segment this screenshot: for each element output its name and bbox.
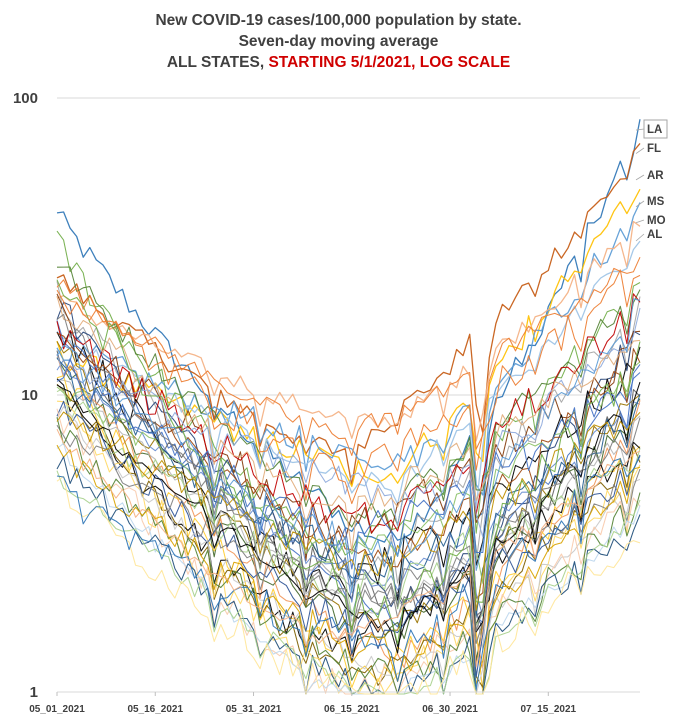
label-leader-line: [635, 147, 645, 154]
series-line: [56, 358, 641, 570]
series-line: [56, 266, 641, 528]
end-labels: LA FL AR MS MO AL: [635, 119, 668, 242]
series-line: [56, 341, 641, 663]
axes: 1 10 100 05_01_2021 05_16_2021 05_31_2021 06_1…: [13, 90, 640, 715]
chart-subtitle-2: ALL STATES, STARTING 5/1/2021, LOG SCALE: [0, 52, 677, 73]
series-line: [56, 279, 641, 645]
series-line: [56, 230, 641, 561]
series-line: [56, 298, 641, 594]
series-line: [56, 424, 641, 645]
series-line: [56, 357, 641, 661]
series-line: [56, 378, 641, 662]
series-line: [56, 256, 641, 457]
series-line: [56, 354, 641, 670]
series-label: FL: [647, 143, 661, 155]
subtitle-highlight: STARTING 5/1/2021, LOG SCALE: [268, 54, 511, 71]
series-line: [56, 188, 641, 488]
series-line: [56, 444, 641, 685]
y-tick-label: 100: [13, 90, 38, 107]
series-line: [56, 456, 641, 691]
series-line: [56, 359, 641, 617]
series-lines: [56, 119, 641, 695]
label-box: [643, 119, 668, 139]
label-leader-line: [635, 128, 645, 131]
series-line: [56, 406, 641, 695]
series-label: LA: [647, 124, 662, 136]
x-tick-label: 07_15_2021: [520, 704, 576, 715]
label-leader-line: [635, 200, 645, 208]
series-line: [56, 357, 641, 617]
series-line: [56, 142, 641, 486]
series-label: MO: [647, 215, 666, 227]
series-line: [56, 375, 641, 694]
series-line: [56, 307, 641, 538]
chart-subtitle: Seven-day moving average: [238, 33, 439, 50]
series-label: AL: [647, 229, 662, 241]
series-label: MS: [647, 196, 665, 208]
series-line: [56, 470, 641, 695]
series-line: [56, 387, 641, 626]
label-leader-line: [635, 174, 645, 181]
y-tick-label: 1: [30, 684, 38, 701]
series-line: [56, 330, 641, 602]
series-line: [56, 442, 641, 695]
series-line: [56, 293, 641, 534]
chart-title-block: New COVID-19 cases/100,000 population by…: [0, 10, 677, 73]
series-line: [56, 220, 641, 442]
label-leader-line: [635, 233, 645, 242]
series-line: [56, 296, 641, 552]
chart-title: New COVID-19 cases/100,000 population by…: [155, 12, 522, 29]
series-line: [56, 269, 641, 505]
subtitle-prefix: ALL STATES,: [166, 54, 269, 71]
series-line: [56, 428, 641, 668]
x-tick-label: 05_01_2021: [29, 704, 85, 715]
x-tick-label: 06_15_2021: [324, 704, 380, 715]
x-tick-label: 06_30_2021: [422, 704, 478, 715]
series-line: [56, 475, 641, 695]
x-tick-label: 05_31_2021: [226, 704, 282, 715]
series-line: [56, 379, 641, 650]
series-line: [56, 456, 641, 695]
y-tick-label: 10: [21, 387, 38, 404]
gridlines: [57, 97, 640, 396]
series-label: AR: [647, 170, 664, 182]
series-line: [56, 313, 641, 632]
label-leader-line: [635, 219, 645, 224]
x-tick-label: 05_16_2021: [127, 704, 183, 715]
